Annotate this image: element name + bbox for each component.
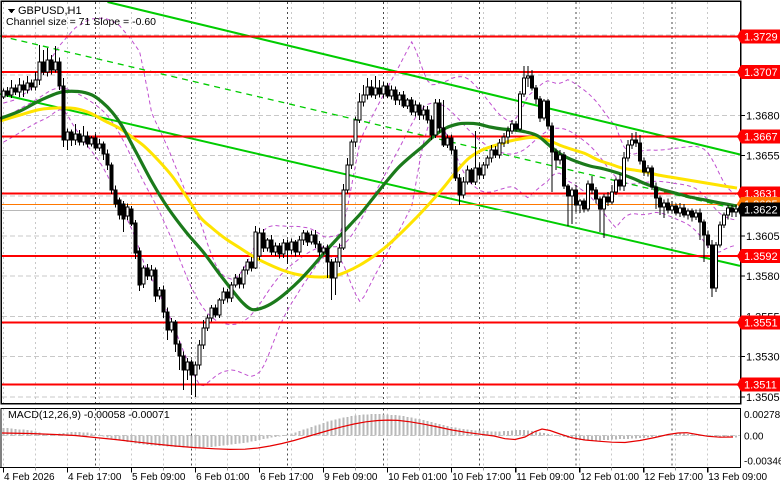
svg-text:1.3622: 1.3622: [744, 205, 778, 217]
svg-text:1.3605: 1.3605: [746, 231, 780, 243]
svg-text:5 Feb 09:00: 5 Feb 09:00: [132, 472, 186, 483]
svg-text:1.3530: 1.3530: [746, 352, 780, 364]
svg-text:1.3580: 1.3580: [746, 271, 780, 283]
svg-text:10 Feb 01:00: 10 Feb 01:00: [388, 472, 447, 483]
svg-text:9 Feb 09:00: 9 Feb 09:00: [324, 472, 378, 483]
svg-text:GBPUSD,H1: GBPUSD,H1: [18, 5, 82, 17]
svg-text:12 Feb 17:00: 12 Feb 17:00: [644, 472, 703, 483]
svg-text:1.3551: 1.3551: [744, 318, 778, 330]
svg-text:1.3667: 1.3667: [744, 132, 778, 144]
svg-text:6 Feb 17:00: 6 Feb 17:00: [260, 472, 314, 483]
svg-text:1.3505: 1.3505: [746, 392, 780, 404]
svg-text:6 Feb 01:00: 6 Feb 01:00: [196, 472, 250, 483]
svg-text:1.3707: 1.3707: [744, 67, 778, 79]
svg-text:4 Feb 17:00: 4 Feb 17:00: [68, 472, 122, 483]
svg-text:-0.00346: -0.00346: [744, 457, 781, 468]
svg-text:1.3592: 1.3592: [744, 251, 778, 263]
svg-text:13 Feb 09:00: 13 Feb 09:00: [708, 472, 767, 483]
svg-text:12 Feb 01:00: 12 Feb 01:00: [580, 472, 639, 483]
svg-text:1.3511: 1.3511: [744, 380, 777, 392]
svg-text:0.00: 0.00: [744, 432, 764, 443]
svg-text:1.3655: 1.3655: [746, 151, 780, 163]
svg-text:0.00278: 0.00278: [744, 410, 781, 421]
svg-text:4 Feb 2026: 4 Feb 2026: [4, 472, 55, 483]
svg-text:10 Feb 17:00: 10 Feb 17:00: [452, 472, 511, 483]
svg-text:11 Feb 09:00: 11 Feb 09:00: [516, 472, 575, 483]
svg-text:1.3729: 1.3729: [744, 32, 778, 44]
svg-text:1.3680: 1.3680: [746, 110, 780, 122]
svg-text:MACD(12,26,9) -0.00058 -0.0007: MACD(12,26,9) -0.00058 -0.00071: [8, 409, 170, 421]
svg-text:Channel size = 71 Slope = -0.6: Channel size = 71 Slope = -0.60: [6, 16, 156, 28]
